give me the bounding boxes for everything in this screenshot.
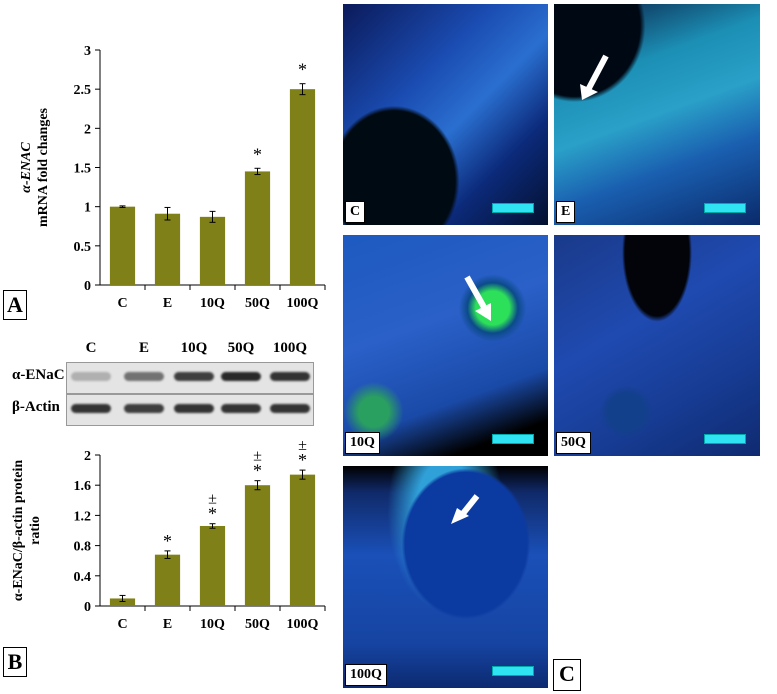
micrograph-label: E xyxy=(556,201,576,223)
micrograph-label: C xyxy=(345,201,366,223)
scale-bar xyxy=(492,434,534,444)
mrna-bar-chart: 0 0.5 1 1.5 2 2.5 3 C E 10Q 50Q * 100Q * α-ENAC mRNA fo… xyxy=(19,44,326,311)
bar xyxy=(289,474,316,606)
bar xyxy=(109,206,136,285)
significance-star: * xyxy=(253,144,262,164)
scale-bar xyxy=(492,203,534,213)
blot-lane-label: 50Q xyxy=(227,340,255,356)
blot-band xyxy=(71,372,111,381)
y-tick-label: 1.6 xyxy=(74,479,92,494)
significance-star: * xyxy=(298,450,307,470)
arrow-icon xyxy=(580,54,609,100)
significance-star: * xyxy=(163,531,172,551)
x-tick-label: 50Q xyxy=(245,296,270,311)
significance-star: * xyxy=(208,504,217,524)
y-tick-label: 1.5 xyxy=(74,162,92,177)
arrow-icon xyxy=(464,275,491,321)
bar xyxy=(199,525,226,606)
bar xyxy=(244,485,271,606)
blot-band xyxy=(71,404,111,413)
blot-band xyxy=(221,404,261,413)
protein-ratio-bar-chart: 00.40.81.21.62C E*10Q*±50Q*±100Q*±α-ENaC/… xyxy=(11,437,326,632)
panel-letter-c: C xyxy=(553,659,581,691)
scale-bar xyxy=(704,203,746,213)
micrograph-10q: 10Q xyxy=(343,235,548,456)
y-tick-label: 1 xyxy=(84,201,91,216)
x-tick-label: E xyxy=(163,296,172,311)
significance-pm: ± xyxy=(298,437,307,454)
y-tick-label: 1.2 xyxy=(74,509,92,524)
significance-star: * xyxy=(298,60,307,80)
panel-letter-b: B xyxy=(3,647,27,677)
y-axis-label-line1: α-ENAC xyxy=(19,142,34,193)
blot-row-label: α-ENaC xyxy=(12,367,65,383)
x-tick-label: 10Q xyxy=(200,617,225,632)
arrow-icon xyxy=(451,494,480,524)
blot-row-label: β-Actin xyxy=(12,399,60,415)
bar xyxy=(154,554,181,606)
y-tick-label: 0.8 xyxy=(74,540,92,555)
blot-lane-label: 10Q xyxy=(180,340,208,356)
significance-pm: ± xyxy=(208,491,217,508)
western-blot: C E 10Q 50Q 100Q α-ENaC β-Actin xyxy=(0,330,330,435)
micrograph-c: C xyxy=(343,4,548,225)
micrograph-label: 50Q xyxy=(556,432,591,454)
x-tick-label: C xyxy=(117,617,127,632)
bar xyxy=(109,598,136,606)
y-tick-label: 0.5 xyxy=(74,240,92,255)
blot-lane-label: E xyxy=(138,340,149,356)
y-tick-label: 0 xyxy=(84,279,91,294)
y-axis-label-line2: mRNA fold changes xyxy=(36,107,51,227)
micrograph-e: E xyxy=(554,4,760,225)
blot-band xyxy=(221,372,261,381)
blot-lane-label: 100Q xyxy=(272,340,308,356)
blot-band xyxy=(124,404,164,413)
y-tick-label: 2.5 xyxy=(74,83,92,98)
significance-star: * xyxy=(253,461,262,481)
bar xyxy=(244,171,271,285)
y-tick-label: 0.4 xyxy=(74,570,92,585)
y-axis-label-line2: ratio xyxy=(28,516,43,545)
blot-lane-label: C xyxy=(85,340,97,356)
blot-band xyxy=(270,404,310,413)
scale-bar xyxy=(704,434,746,444)
bar xyxy=(289,89,316,286)
y-axis-label-line1: α-ENaC/β-actin protein xyxy=(11,460,26,602)
x-tick-label: C xyxy=(117,296,127,311)
micrograph-100q: 100Q xyxy=(343,466,548,688)
panel-letter-a: A xyxy=(3,290,27,320)
significance-pm: ± xyxy=(253,448,262,465)
y-tick-label: 2 xyxy=(84,122,91,137)
blot-band xyxy=(270,372,310,381)
y-tick-label: 0 xyxy=(84,600,91,615)
x-tick-label: 10Q xyxy=(200,296,225,311)
micrograph-label: 100Q xyxy=(345,664,387,686)
micrograph-50q: 50Q xyxy=(554,235,760,456)
micrograph-label: 10Q xyxy=(345,432,380,454)
y-tick-label: 3 xyxy=(84,44,91,59)
x-tick-label: 100Q xyxy=(287,617,319,632)
scale-bar xyxy=(492,666,534,676)
bar xyxy=(199,216,226,285)
bar xyxy=(154,213,181,285)
blot-band xyxy=(124,372,164,381)
x-tick-label: 50Q xyxy=(245,617,270,632)
y-tick-label: 2 xyxy=(84,449,91,464)
blot-band xyxy=(174,372,214,381)
x-tick-label: E xyxy=(163,617,172,632)
blot-band xyxy=(174,404,214,413)
x-tick-label: 100Q xyxy=(287,296,319,311)
